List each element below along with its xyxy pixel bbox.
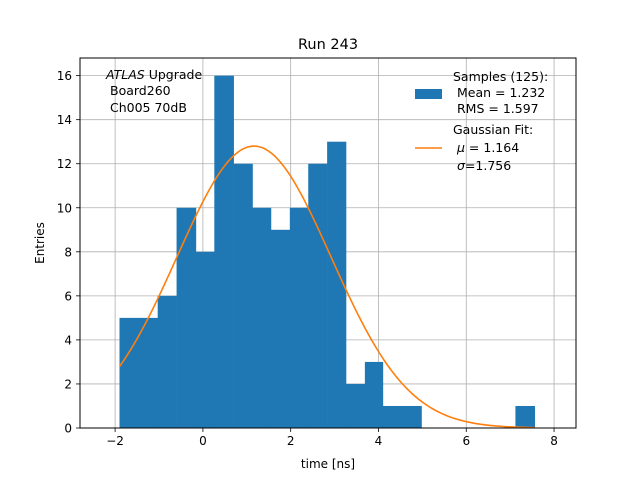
x-tick-label: −2 (106, 434, 124, 448)
histogram-bar (364, 361, 384, 428)
y-tick-label: 6 (64, 289, 72, 303)
histogram-bar (327, 141, 347, 428)
x-tick-label: 2 (287, 434, 295, 448)
y-tick-label: 12 (57, 157, 72, 171)
annotation-upgrade: Upgrade (145, 67, 203, 82)
legend: Samples (125): Mean = 1.232 RMS = 1.597 … (415, 69, 548, 173)
legend-samples-mean: Mean = 1.232 (457, 85, 545, 100)
annotation-atlas: ATLAS (105, 67, 145, 82)
histogram-bar (233, 163, 253, 428)
legend-fit-sigma: σ=1.756 (457, 158, 511, 173)
y-tick-label: 14 (57, 113, 72, 127)
histogram-bar (289, 207, 309, 428)
histogram-bars (119, 75, 536, 428)
legend-samples-title: Samples (125): (453, 69, 548, 84)
legend-mu-value: = 1.164 (465, 140, 519, 155)
x-axis-label: time [ns] (301, 457, 355, 471)
histogram-bar (308, 163, 328, 428)
annotation-channel: Ch005 70dB (110, 100, 187, 115)
histogram-bar (345, 383, 366, 428)
axis-ticks: −2 0 2 4 6 8 0 2 4 6 8 10 12 14 16 (57, 69, 558, 448)
chart-title: Run 243 (298, 37, 358, 53)
y-tick-label: 2 (64, 377, 72, 391)
histogram-bar (157, 295, 177, 428)
histogram-bar (195, 251, 215, 428)
histogram-bar (214, 75, 234, 428)
histogram-bar (176, 207, 197, 428)
y-tick-label: 4 (64, 333, 72, 347)
y-tick-label: 8 (64, 245, 72, 259)
y-tick-label: 0 (64, 422, 72, 436)
histogram-bar (252, 207, 272, 428)
legend-fit-title: Gaussian Fit: (453, 122, 533, 137)
annotation-board: Board260 (110, 83, 171, 98)
y-tick-label: 10 (57, 201, 72, 215)
x-tick-label: 4 (375, 434, 383, 448)
gaussian-fit (118, 145, 535, 429)
x-tick-label: 0 (199, 434, 207, 448)
legend-sigma-value: =1.756 (465, 158, 511, 173)
legend-mu-symbol: μ (456, 140, 465, 155)
atlas-annotation: ATLAS Upgrade Board260 Ch005 70dB (105, 67, 202, 115)
histogram-bar (382, 405, 403, 428)
gaussian-fit-curve (118, 145, 535, 429)
plot-frame (79, 57, 577, 429)
legend-samples-rms: RMS = 1.597 (457, 101, 539, 116)
y-tick-label: 16 (57, 69, 72, 83)
x-tick-label: 6 (462, 434, 470, 448)
histogram-bar (515, 405, 536, 428)
y-axis-label: Entries (33, 222, 47, 264)
legend-fit-mu: μ = 1.164 (456, 140, 519, 155)
x-tick-label: 8 (550, 434, 558, 448)
histogram-bar (402, 405, 422, 428)
histogram-bar (270, 229, 291, 428)
legend-samples-swatch (415, 89, 442, 99)
legend-sigma-symbol: σ (457, 158, 466, 173)
annotation-line1: ATLAS Upgrade (105, 67, 202, 82)
